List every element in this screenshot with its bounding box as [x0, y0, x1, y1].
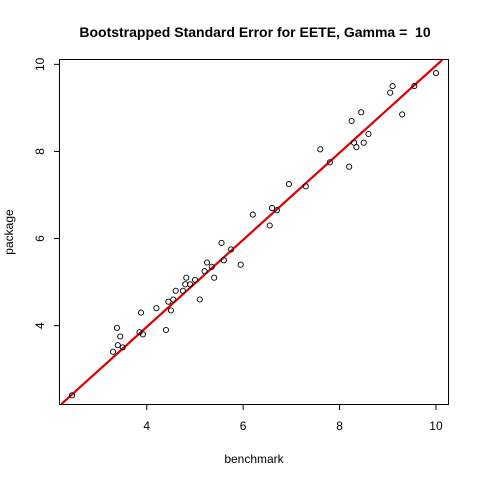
data-point: [165, 298, 172, 305]
y-tick-label: 8: [33, 148, 47, 155]
data-point: [360, 139, 367, 146]
data-point: [172, 287, 179, 294]
data-point: [389, 83, 396, 90]
data-point: [196, 296, 203, 303]
data-point: [137, 309, 145, 316]
x-tick-label: 10: [429, 419, 443, 433]
data-point: [411, 83, 418, 90]
data-point: [183, 274, 190, 281]
data-point: [170, 296, 177, 303]
data-point: [109, 348, 117, 355]
data-point: [365, 130, 372, 138]
data-point: [203, 259, 211, 266]
x-tick-label: 4: [143, 419, 150, 433]
data-point: [326, 159, 333, 166]
data-point: [266, 222, 273, 229]
data-point: [167, 307, 174, 314]
data-point: [317, 146, 324, 153]
data-point: [211, 274, 218, 281]
data-point: [113, 324, 120, 331]
data-point: [348, 117, 355, 125]
x-tick-label: 6: [240, 419, 247, 433]
y-tick-label: 10: [33, 57, 47, 71]
data-point: [162, 326, 170, 334]
x-tick-label: 8: [336, 419, 343, 433]
y-tick-label: 6: [33, 235, 47, 242]
x-axis-label: benchmark: [224, 452, 284, 466]
data-point: [399, 111, 406, 118]
y-axis-label: package: [2, 209, 16, 255]
plot-frame: [59, 59, 449, 405]
data-point: [191, 276, 199, 283]
data-point: [114, 342, 121, 349]
data-point: [228, 246, 235, 253]
data-point: [187, 281, 194, 288]
data-point: [153, 305, 160, 312]
data-point: [358, 109, 365, 116]
chart-title: Bootstrapped Standard Error for EETE, Ga…: [79, 24, 430, 40]
data-point: [201, 268, 208, 275]
y-axis: 4 6 8 10: [33, 57, 60, 329]
data-point: [119, 344, 126, 351]
data-point: [208, 263, 215, 270]
x-axis: 4 6 8 10: [143, 404, 443, 433]
data-point: [218, 239, 225, 246]
data-point: [139, 331, 146, 338]
y-tick-label: 4: [33, 322, 47, 329]
data-point: [68, 392, 76, 399]
data-point: [346, 163, 353, 170]
data-point: [285, 181, 292, 188]
data-point: [117, 333, 124, 340]
data-point: [302, 183, 309, 190]
points-layer: [68, 70, 440, 399]
data-point: [387, 89, 394, 96]
data-point: [179, 287, 186, 294]
data-point: [353, 144, 360, 151]
data-point: [273, 207, 280, 214]
data-point: [237, 261, 244, 268]
data-point: [249, 211, 256, 218]
data-point: [220, 257, 227, 264]
data-point: [432, 70, 440, 77]
